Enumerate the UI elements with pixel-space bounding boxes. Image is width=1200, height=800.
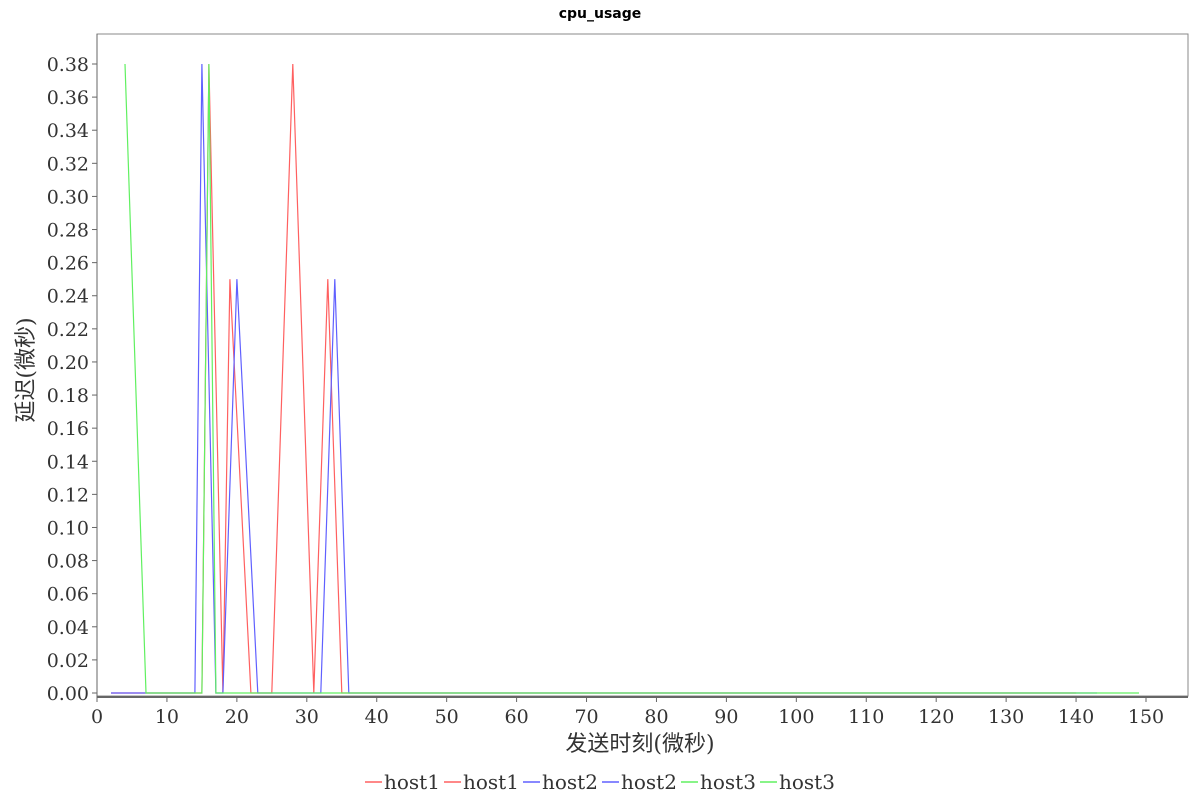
y-tick-label: 0.06 [47,584,89,606]
plot-area [96,33,1189,697]
x-tick-label: 140 [1058,706,1094,728]
legend: host1 host1 host2 host2 host3 host3 [365,770,835,794]
legend-item-label: host1 [384,770,440,794]
x-tick-label: 70 [574,706,598,728]
y-tick-label: 0.00 [47,683,89,705]
legend-item-label: host1 [463,770,519,794]
series-line-host3 [124,63,1139,694]
x-tick-label: 50 [435,706,459,728]
x-tick-label: 20 [225,706,249,728]
y-tick-label: 0.04 [47,617,89,639]
x-tick-label: 100 [778,706,814,728]
series-lines [111,63,1139,694]
y-axis-label: 延迟(微秒) [14,317,39,422]
y-axis-ticks: 0.00 0.02 0.04 0.06 0.08 0.10 0.12 0.14 0.16 0.18… [47,54,97,705]
x-tick-label: 30 [295,706,319,728]
x-tick-label: 40 [365,706,389,728]
legend-item-label: host3 [700,770,756,794]
y-tick-label: 0.30 [47,186,89,208]
y-tick-label: 0.28 [47,220,89,242]
x-tick-label: 80 [644,706,668,728]
y-tick-label: 0.24 [47,286,89,308]
x-tick-label: 110 [848,706,884,728]
x-axis-label: 发送时刻(微秒) [565,732,714,757]
x-tick-label: 150 [1128,706,1164,728]
x-axis-ticks: 0 10 20 30 40 50 60 70 80 90 100 110 120 130 140 150 [91,697,1164,728]
x-tick-label: 120 [918,706,954,728]
y-tick-label: 0.18 [47,385,89,407]
legend-item-label: host2 [542,770,598,794]
y-tick-label: 0.22 [47,319,89,341]
x-tick-label: 90 [714,706,738,728]
y-tick-label: 0.20 [47,352,89,374]
y-tick-label: 0.16 [47,418,89,440]
chart-title: cpu_usage [559,6,642,22]
y-tick-label: 0.32 [47,153,89,175]
series-line-host2 [111,63,1097,694]
y-tick-label: 0.34 [47,120,89,142]
y-tick-label: 0.02 [47,650,89,672]
y-tick-label: 0.26 [47,253,89,275]
x-tick-label: 10 [155,706,179,728]
y-tick-label: 0.08 [47,551,89,573]
y-tick-label: 0.12 [47,484,89,506]
y-tick-label: 0.38 [47,54,89,76]
y-tick-label: 0.14 [47,451,89,473]
y-tick-label: 0.36 [47,87,89,109]
x-tick-label: 130 [988,706,1024,728]
x-tick-label: 60 [505,706,529,728]
legend-item-label: host3 [779,770,835,794]
legend-item-label: host2 [621,770,677,794]
y-tick-label: 0.10 [47,517,89,539]
x-tick-label: 0 [91,706,103,728]
